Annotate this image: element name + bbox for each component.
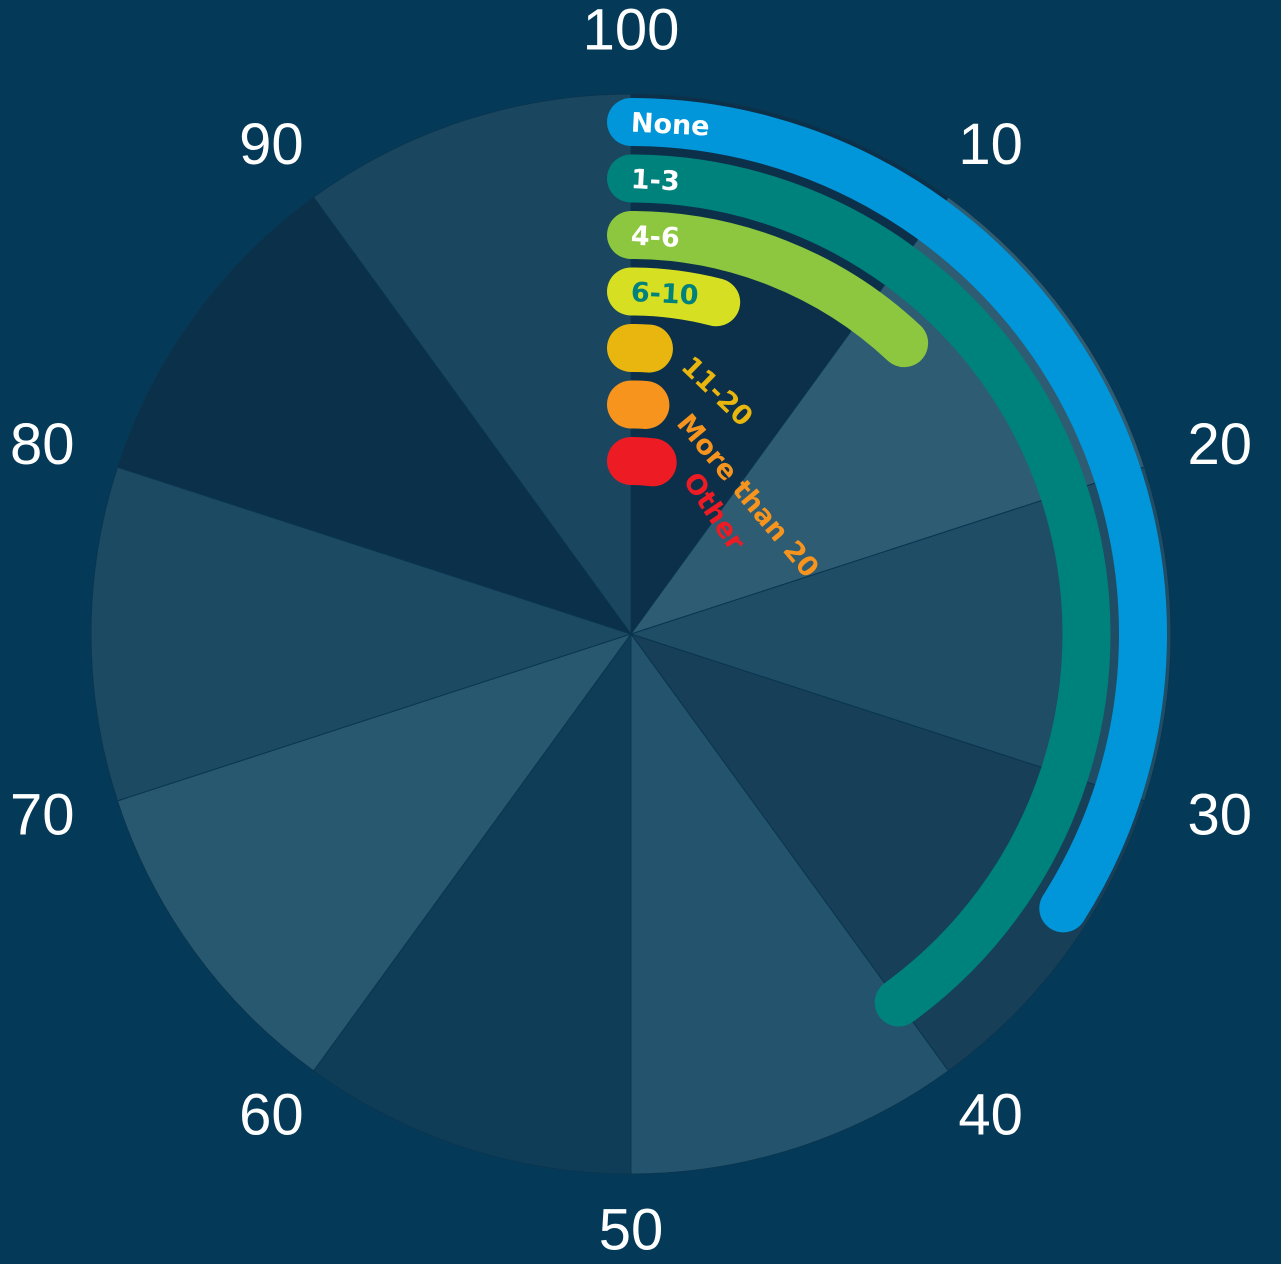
tick-label: 40: [958, 1083, 1023, 1148]
bar-label: 1-3: [630, 164, 680, 198]
tick-label: 30: [1187, 783, 1252, 848]
bar-label: 6-10: [630, 277, 699, 311]
sector: [116, 633, 633, 1072]
bar: [607, 324, 673, 373]
tick-label: 60: [239, 1083, 304, 1148]
tick-label: 50: [599, 1197, 664, 1262]
tick-label: 90: [239, 112, 304, 177]
bar: [607, 267, 741, 327]
sector: [630, 632, 950, 1175]
bar: [607, 98, 1167, 933]
bar: [607, 154, 1111, 1027]
bar-label: 4-6: [630, 221, 680, 255]
bar-label: None: [630, 108, 710, 143]
tick-label: 10: [958, 112, 1023, 177]
sector: [312, 93, 632, 636]
tick-label: 20: [1187, 412, 1252, 477]
sector: [629, 466, 1172, 802]
sector: [90, 466, 633, 802]
sector: [116, 196, 633, 635]
bar: [607, 437, 677, 487]
tick-label: 80: [10, 412, 75, 477]
sector: [312, 632, 632, 1175]
tick-label: 70: [10, 783, 75, 848]
sector: [629, 633, 1146, 1072]
bar: [607, 211, 929, 368]
tick-label: 100: [583, 0, 680, 62]
